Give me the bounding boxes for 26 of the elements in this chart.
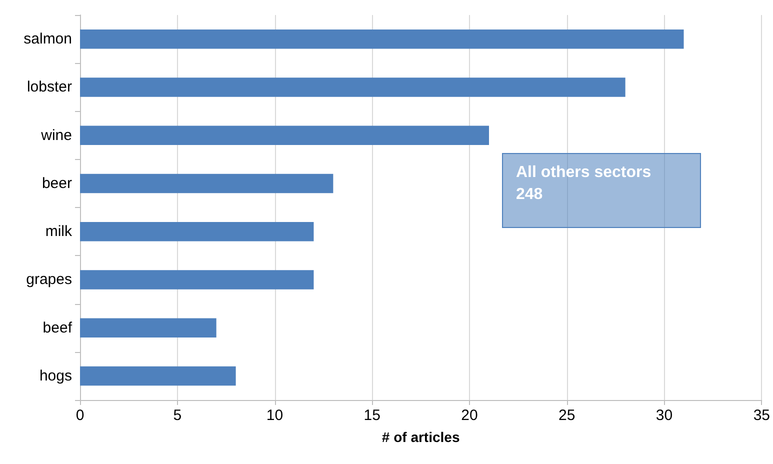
y-tick-label: wine <box>40 126 72 144</box>
y-tick-label: beer <box>42 174 72 192</box>
note-box: All others sectors 248 <box>502 153 701 228</box>
x-tick-label: 25 <box>558 407 576 424</box>
x-tick-label: 20 <box>461 407 478 424</box>
bar <box>80 78 626 97</box>
bar <box>80 318 216 338</box>
x-tick-label: 10 <box>266 407 284 424</box>
bar <box>80 222 314 242</box>
y-tick-label: salmon <box>24 30 72 48</box>
x-tick-label: 0 <box>76 407 84 424</box>
bar <box>80 29 684 49</box>
x-axis-title: # of articles <box>382 429 460 445</box>
x-tick-label: 15 <box>364 407 380 424</box>
bar <box>80 366 236 386</box>
x-tick-label: 5 <box>173 407 182 424</box>
y-tick-label: grapes <box>26 271 72 288</box>
y-tick-label: beef <box>42 319 73 336</box>
x-tick-label: 35 <box>753 407 770 424</box>
y-tick-label: milk <box>45 223 72 240</box>
y-tick-label: lobster <box>26 78 72 96</box>
x-tick-label: 30 <box>656 407 673 424</box>
bar <box>80 174 334 194</box>
bar <box>80 126 489 145</box>
bar <box>80 270 314 290</box>
y-tick-label: hogs <box>39 367 72 384</box>
